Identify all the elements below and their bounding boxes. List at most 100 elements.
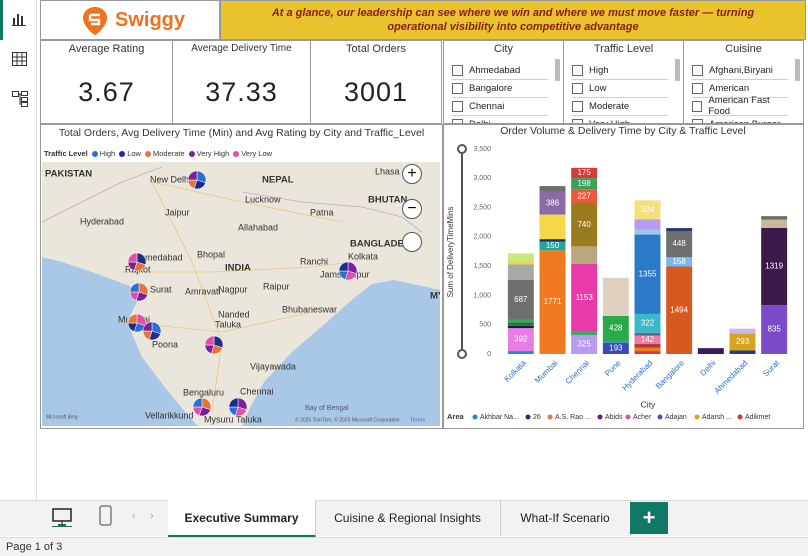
city-pie[interactable]: [127, 313, 147, 333]
bar-segment[interactable]: [729, 333, 756, 351]
city-pie[interactable]: [204, 335, 224, 355]
slicer-item[interactable]: Bangalore: [452, 79, 548, 98]
bar-segment[interactable]: [634, 351, 661, 354]
locate[interactable]: [402, 232, 422, 252]
bar-segment[interactable]: [761, 305, 788, 354]
zoom-out[interactable]: −: [402, 199, 422, 219]
bar-segment[interactable]: [729, 350, 756, 354]
bar-segment[interactable]: [539, 214, 566, 240]
checkbox[interactable]: [452, 100, 463, 112]
map[interactable]: PAKISTAN New Delhi NEPAL Lhasa BHUTAN Hyderab…: [42, 162, 440, 426]
checkbox[interactable]: [692, 118, 703, 123]
bar-segment[interactable]: [634, 347, 661, 352]
bar-segment[interactable]: [602, 340, 629, 343]
slicer-item[interactable]: Ahmedabad: [452, 61, 548, 80]
bar-segment[interactable]: [666, 228, 693, 231]
checkbox[interactable]: [572, 100, 583, 112]
bar-segment[interactable]: [634, 200, 661, 220]
bar-segment[interactable]: [507, 279, 534, 320]
report-view-icon[interactable]: [12, 12, 26, 26]
slicer-item[interactable]: Very High: [572, 115, 668, 123]
bar-segment[interactable]: [571, 263, 598, 332]
checkbox[interactable]: [452, 64, 463, 76]
slicer-item[interactable]: American: [692, 79, 788, 98]
bar-segment[interactable]: [539, 186, 566, 192]
bar-segment[interactable]: [602, 277, 629, 316]
bar-segment[interactable]: [507, 319, 534, 323]
slicer-item[interactable]: Low: [572, 79, 668, 98]
page-tab[interactable]: Executive Summary: [168, 500, 316, 538]
desktop-view[interactable]: [52, 507, 72, 527]
city-pie[interactable]: [192, 397, 212, 417]
slicer-item[interactable]: Delhi: [452, 115, 548, 123]
bar-segment[interactable]: [761, 227, 788, 306]
slider-handle[interactable]: [457, 349, 467, 359]
bar-segment[interactable]: [571, 189, 598, 204]
checkbox[interactable]: [692, 100, 703, 112]
bar-segment[interactable]: [634, 332, 661, 336]
slider-handle[interactable]: [457, 144, 467, 154]
bar-segment[interactable]: [761, 216, 788, 220]
bar-segment[interactable]: [634, 313, 661, 333]
bar-segment[interactable]: [634, 234, 661, 314]
bar-segment[interactable]: [539, 239, 566, 242]
bar-segment[interactable]: [507, 253, 534, 261]
table-view-icon[interactable]: [12, 52, 27, 66]
checkbox[interactable]: [452, 82, 463, 94]
slicer-item[interactable]: Chennai: [452, 97, 548, 116]
city-pie[interactable]: [187, 170, 207, 190]
bar-segment[interactable]: [666, 231, 693, 258]
tab-prev[interactable]: ‹: [132, 510, 136, 522]
city-pie[interactable]: [127, 252, 147, 272]
zoom-in[interactable]: +: [402, 164, 422, 184]
bar-segment[interactable]: [507, 260, 534, 265]
bar-segment[interactable]: [571, 334, 598, 354]
map-credit[interactable]: Terms: [410, 417, 425, 423]
bar-segment[interactable]: [571, 246, 598, 264]
slicer-item[interactable]: American,Burger: [692, 115, 788, 123]
bar-segment[interactable]: [602, 342, 629, 354]
add-page[interactable]: +: [630, 502, 668, 534]
slicer-item[interactable]: Afghani,Biryani: [692, 61, 788, 80]
bar-segment[interactable]: [507, 325, 534, 329]
bar-segment[interactable]: [634, 219, 661, 230]
page-tab[interactable]: What-If Scenario: [500, 500, 631, 535]
slicer-item[interactable]: High: [572, 61, 668, 80]
checkbox[interactable]: [692, 82, 703, 94]
city-pie[interactable]: [142, 321, 162, 341]
tab-next[interactable]: ›: [150, 510, 154, 522]
bar-segment[interactable]: [697, 348, 724, 354]
city-pie[interactable]: [338, 261, 358, 281]
page-tab[interactable]: Cuisine & Regional Insights: [315, 500, 501, 535]
bar-segment[interactable]: [761, 219, 788, 228]
bar-segment[interactable]: [666, 257, 693, 267]
city-pie[interactable]: [129, 282, 149, 302]
bar-segment[interactable]: [507, 328, 534, 352]
bar-segment[interactable]: [634, 229, 661, 235]
bar-segment[interactable]: [507, 264, 534, 280]
bar-segment[interactable]: [666, 266, 693, 354]
bar-segment[interactable]: [634, 335, 661, 345]
bar-segment[interactable]: [507, 351, 534, 354]
bar-segment[interactable]: [634, 344, 661, 348]
bar-segment[interactable]: [571, 331, 598, 335]
model-view-icon[interactable]: [12, 91, 28, 107]
bar-segment[interactable]: [602, 315, 629, 341]
checkbox[interactable]: [452, 118, 463, 123]
bar-segment[interactable]: [539, 241, 566, 251]
slicer-item[interactable]: Moderate: [572, 97, 668, 116]
bar-segment[interactable]: [729, 328, 756, 334]
bar-segment[interactable]: [539, 191, 566, 215]
bar-segment[interactable]: [507, 322, 534, 326]
checkbox[interactable]: [692, 64, 703, 76]
checkbox[interactable]: [572, 64, 583, 76]
bar-segment[interactable]: [571, 203, 598, 247]
slicer-item[interactable]: American Fast Food: [692, 95, 788, 117]
mobile-view[interactable]: [99, 505, 113, 527]
bar-segment[interactable]: [571, 178, 598, 190]
bar-segment[interactable]: [571, 167, 598, 179]
city-pie[interactable]: [228, 397, 248, 417]
checkbox[interactable]: [572, 118, 583, 123]
bar-segment[interactable]: [539, 250, 566, 354]
checkbox[interactable]: [572, 82, 583, 94]
